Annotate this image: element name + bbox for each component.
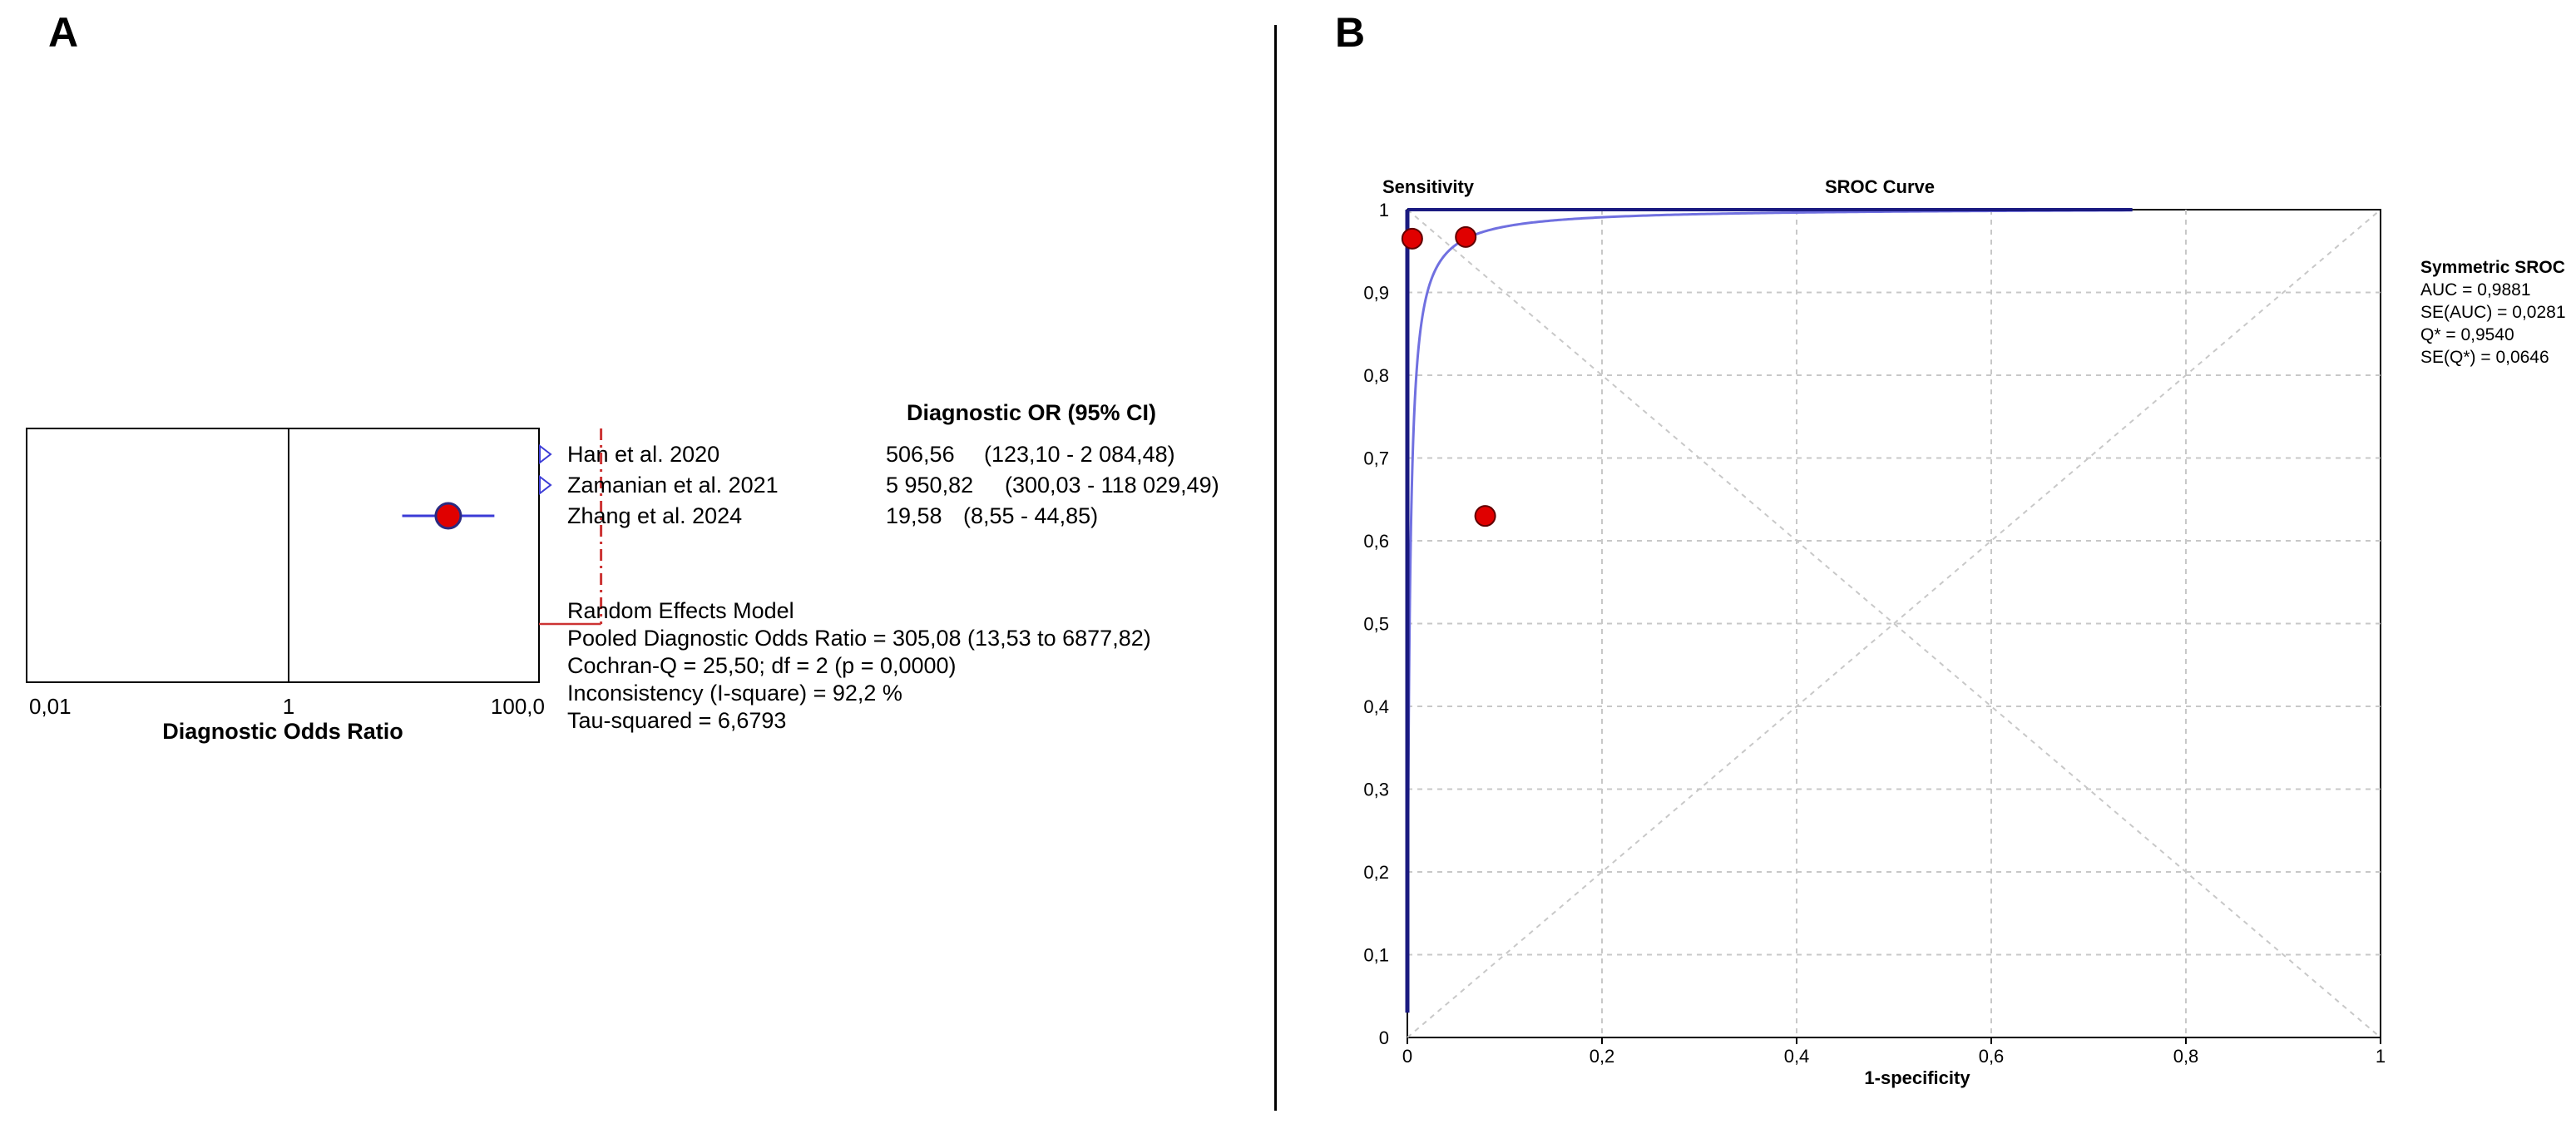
y-axis-label: Sensitivity <box>1382 176 1475 197</box>
summary-line: Random Effects Model <box>567 598 794 623</box>
sroc-curve <box>1406 209 2133 980</box>
summary-line: Inconsistency (I-square) = 92,2 % <box>567 681 902 706</box>
y-tick-label: 0 <box>1379 1027 1389 1048</box>
summary-line: Tau-squared = 6,6793 <box>567 708 786 733</box>
study-name: Zamanian et al. 2021 <box>567 473 779 498</box>
chance-diagonal <box>1407 209 2381 1038</box>
y-tick-label: 0,4 <box>1363 696 1389 717</box>
y-tick-label: 0,6 <box>1363 531 1389 552</box>
summary-line: Cochran-Q = 25,50; df = 2 (p = 0,0000) <box>567 653 957 678</box>
y-tick-label: 0,1 <box>1363 945 1389 966</box>
study-point <box>1455 225 1477 248</box>
panel-b-label: B <box>1335 9 1366 56</box>
study-name: Han et al. 2020 <box>567 442 719 467</box>
chart-title: SROC Curve <box>1825 176 1935 197</box>
forest-header: Diagnostic OR (95% CI) <box>907 400 1156 425</box>
out-of-range-arrow <box>539 474 552 496</box>
panel-divider <box>1274 25 1277 1111</box>
study-or: 5 950,82 <box>886 473 973 498</box>
legend-line: Q* = 0,9540 <box>2420 325 2514 344</box>
x-tick-label: 0 <box>1402 1046 1412 1067</box>
q-star-diagonal <box>1407 209 2381 1038</box>
study-point <box>1474 505 1496 527</box>
study-ci: (300,03 - 118 029,49) <box>1005 473 1219 498</box>
legend-line: SE(Q*) = 0,0646 <box>2420 348 2549 367</box>
sroc-plot: 0 0,2 0,4 0,6 0,8 1 0 0,1 0,2 0,3 0,4 0,5 0,6 0,7 0,8 0… <box>1363 176 2566 1088</box>
study-or: 19,58 <box>886 503 942 528</box>
x-tick-label: 0,01 <box>29 694 72 719</box>
y-tick-label: 0,3 <box>1363 780 1389 800</box>
y-tick-label: 0,2 <box>1363 862 1389 883</box>
x-tick-label: 0,8 <box>2173 1046 2199 1067</box>
study-point <box>1401 227 1423 250</box>
panel-a-label: A <box>48 9 79 56</box>
out-of-range-arrow <box>539 443 552 465</box>
x-tick-label: 0,6 <box>1979 1046 2005 1067</box>
summary-line: Pooled Diagnostic Odds Ratio = 305,08 (1… <box>567 626 1151 651</box>
x-tick-label: 0,2 <box>1590 1046 1615 1067</box>
study-ci: (8,55 - 44,85) <box>963 503 1098 528</box>
legend-line: AUC = 0,9881 <box>2420 280 2531 300</box>
forest-plot: 0,01 1 100,0 Diagnostic Odds Ratio Diagn… <box>26 400 1219 744</box>
legend-line: SE(AUC) = 0,0281 <box>2420 303 2566 322</box>
study-or: 506,56 <box>886 442 955 467</box>
x-tick-label: 1 <box>2376 1046 2386 1067</box>
y-tick-label: 1 <box>1379 200 1389 220</box>
study-name: Zhang et al. 2024 <box>567 503 742 528</box>
forest-plot-frame <box>26 428 540 683</box>
y-tick-label: 0,5 <box>1363 614 1389 635</box>
x-tick-label: 1 <box>283 694 294 719</box>
y-tick-label: 0,9 <box>1363 283 1389 304</box>
x-tick-label: 100,0 <box>491 694 545 719</box>
study-ci: (123,10 - 2 084,48) <box>984 442 1175 467</box>
study-point <box>434 502 462 530</box>
x-axis-label: 1-specificity <box>1864 1067 1970 1088</box>
legend-title: Symmetric SROC <box>2420 258 2565 277</box>
y-tick-label: 0,7 <box>1363 448 1389 469</box>
y-tick-label: 0,8 <box>1363 365 1389 386</box>
x-tick-label: 0,4 <box>1784 1046 1810 1067</box>
x-axis-label: Diagnostic Odds Ratio <box>162 719 403 744</box>
